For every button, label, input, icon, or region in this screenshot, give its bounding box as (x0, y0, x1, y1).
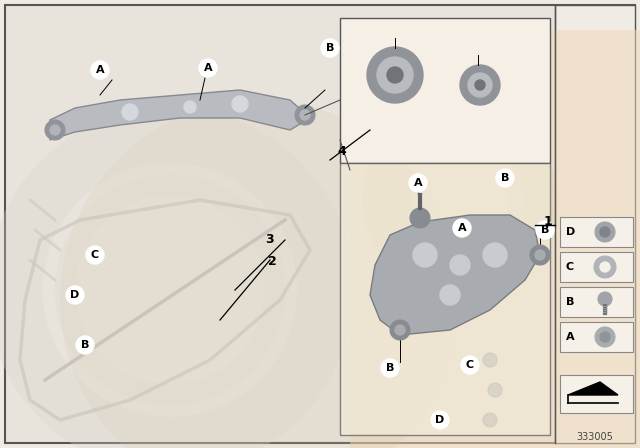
FancyBboxPatch shape (560, 252, 633, 282)
Text: A: A (204, 63, 212, 73)
Text: B: B (386, 363, 394, 373)
Text: B: B (81, 340, 89, 350)
Circle shape (413, 243, 437, 267)
Wedge shape (60, 100, 460, 448)
Circle shape (395, 325, 405, 335)
Circle shape (409, 174, 427, 192)
Circle shape (381, 359, 399, 377)
Circle shape (390, 320, 410, 340)
Circle shape (594, 256, 616, 278)
Circle shape (86, 246, 104, 264)
Text: B: B (326, 43, 334, 53)
Text: 3: 3 (265, 233, 274, 246)
Text: 1: 1 (543, 215, 552, 228)
Text: 2: 2 (268, 255, 276, 268)
Text: D: D (70, 290, 79, 300)
Circle shape (387, 67, 403, 83)
Text: C: C (566, 262, 574, 272)
Circle shape (450, 255, 470, 275)
Circle shape (496, 169, 514, 187)
Circle shape (600, 332, 610, 342)
Circle shape (199, 59, 217, 77)
Text: D: D (435, 415, 445, 425)
Circle shape (295, 105, 315, 125)
Text: A: A (96, 65, 104, 75)
Text: B: B (541, 225, 549, 235)
Circle shape (483, 353, 497, 367)
Circle shape (595, 222, 615, 242)
FancyBboxPatch shape (340, 163, 550, 435)
Circle shape (367, 47, 423, 103)
Circle shape (300, 110, 310, 120)
Circle shape (440, 285, 460, 305)
Text: 333005: 333005 (577, 432, 613, 442)
Circle shape (453, 219, 471, 237)
Polygon shape (370, 215, 540, 335)
Circle shape (600, 262, 610, 272)
Circle shape (461, 356, 479, 374)
Text: C: C (466, 360, 474, 370)
FancyBboxPatch shape (560, 322, 633, 352)
Circle shape (598, 292, 612, 306)
Circle shape (488, 383, 502, 397)
Polygon shape (350, 30, 640, 448)
FancyBboxPatch shape (560, 217, 633, 247)
Text: A: A (566, 332, 575, 342)
Circle shape (50, 125, 60, 135)
Circle shape (460, 65, 500, 105)
Circle shape (184, 101, 196, 113)
Circle shape (468, 73, 492, 97)
Text: A: A (413, 178, 422, 188)
Circle shape (475, 80, 485, 90)
FancyBboxPatch shape (340, 18, 550, 163)
Circle shape (410, 208, 430, 228)
Circle shape (431, 411, 449, 429)
FancyBboxPatch shape (560, 287, 633, 317)
Text: C: C (91, 250, 99, 260)
Circle shape (91, 61, 109, 79)
Circle shape (530, 245, 550, 265)
Circle shape (66, 286, 84, 304)
Polygon shape (50, 90, 310, 140)
Text: D: D (566, 227, 575, 237)
Circle shape (377, 57, 413, 93)
Circle shape (600, 227, 610, 237)
Circle shape (535, 250, 545, 260)
Circle shape (321, 39, 339, 57)
Circle shape (122, 104, 138, 120)
Text: A: A (458, 223, 467, 233)
FancyBboxPatch shape (555, 5, 635, 443)
Text: B: B (566, 297, 574, 307)
Circle shape (483, 243, 507, 267)
Circle shape (595, 327, 615, 347)
Polygon shape (568, 382, 618, 395)
Text: 4: 4 (337, 145, 346, 158)
Circle shape (76, 336, 94, 354)
FancyBboxPatch shape (560, 375, 633, 413)
Circle shape (45, 120, 65, 140)
Circle shape (232, 96, 248, 112)
Text: B: B (501, 173, 509, 183)
Circle shape (536, 221, 554, 239)
Circle shape (483, 413, 497, 427)
FancyBboxPatch shape (5, 5, 635, 443)
